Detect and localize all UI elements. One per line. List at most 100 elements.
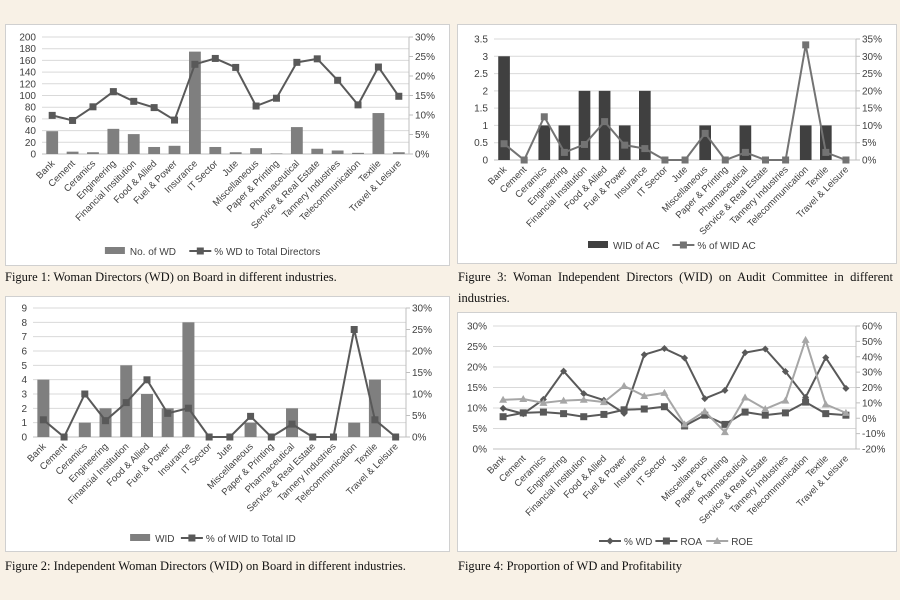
data-point [232,63,240,71]
data-point [761,405,770,413]
data-point [601,118,609,126]
y-right-tick-label: -20% [862,445,885,456]
data-point [293,58,301,66]
data-point [69,116,77,124]
bar [820,125,832,160]
data-point [48,111,56,119]
bar [372,113,385,154]
y-left-tick-label: 2.5 [474,69,488,80]
legend-swatch [588,241,608,248]
data-point [39,416,47,424]
data-point [661,156,669,164]
y-left-tick-label: 2 [21,404,27,415]
fig3-svg: 00.511.522.533.50%5%10%15%20%25%30%35%Ba… [474,35,882,253]
y-left-tick-label: 100 [19,91,36,102]
data-point [130,97,138,105]
data-point [184,404,192,412]
legend-marker [606,537,614,545]
legend-marker [679,241,687,249]
data-point [60,433,68,441]
legend-label: % WD to Total Directors [214,247,320,258]
bar [578,90,591,160]
figure-1-caption: Figure 1: Woman Directors (WD) on Board … [5,270,337,284]
bar [189,51,201,154]
data-point [89,103,97,111]
bar [270,153,283,154]
y-left-tick-label: 2 [482,86,488,97]
data-point [539,398,548,406]
legend-label: % of WID AC [697,241,755,252]
y-right-tick-label: 5% [862,138,877,149]
data-point [109,88,117,96]
y-right-tick-label: 5% [412,411,427,422]
y-left-tick-label: 10% [467,404,487,415]
y-left-tick-label: 0.5 [474,138,488,149]
data-point [272,94,280,102]
y-right-tick-label: 20% [415,72,435,83]
y-left-tick-label: 6 [21,347,27,358]
data-point [247,412,255,420]
data-point [267,433,275,441]
data-point [681,156,689,164]
y-right-tick-label: 15% [415,91,435,102]
data-point [640,391,649,399]
y-right-tick-label: 20% [412,347,432,358]
data-point [621,141,629,149]
data-point [660,388,669,396]
fig4-svg: 0% 5% 10% 15% 20% 25% 30% -20% -10% 0% 10% 20% 30% 40… [467,322,885,549]
data-point [371,416,379,424]
bar [140,394,153,437]
y-left-tick-label: 7 [21,332,27,343]
data-point [720,428,729,436]
bar [538,125,551,160]
data-point [801,335,810,343]
data-point [741,408,749,416]
data-point [762,156,769,164]
bar [598,90,611,160]
y-left-tick-label: 3 [21,390,27,401]
data-point [171,116,179,124]
data-point [205,433,213,441]
data-point [620,406,628,414]
data-point [520,156,528,164]
y-left-tick-label: 15% [467,383,487,394]
y-left-tick-label: 0% [473,445,488,456]
data-point [392,433,400,441]
series-no-of-wd [46,51,405,154]
bar [244,422,257,437]
data-point [560,367,568,375]
legend-label: % WD [624,537,652,548]
data-point [842,384,850,392]
data-point [519,395,528,403]
y-left-tick-label: 80 [25,103,37,114]
y-right-tick-label: 10% [412,390,432,401]
data-point [640,405,648,413]
data-point [309,433,317,441]
legend-marker [196,247,204,255]
data-point [620,381,629,389]
y-left-tick-label: 0 [21,433,27,444]
figure-2-chart: 0 1 2 3 4 5 6 7 8 9 0% 5% 10% 15% 20% 25% 30% Bank Cement C… [5,296,450,552]
series--of-wid-ac [500,41,850,164]
data-point [842,156,850,164]
series-line [42,329,397,439]
legend-marker [188,534,196,542]
data-point [499,413,507,421]
data-point [500,140,508,148]
y-right-tick-label: 0% [415,150,430,161]
y-right-tick-label: 0% [862,414,877,425]
series-roe [499,335,850,436]
data-point [721,420,729,428]
data-point [329,433,337,441]
bar [699,125,711,160]
data-point [781,409,789,417]
bar [290,127,303,154]
figure-2-caption: Figure 2: Independent Woman Directors (W… [5,559,406,573]
data-point [252,102,260,110]
bar [127,134,140,154]
data-point [143,376,151,384]
data-point [761,411,769,419]
figure-1-chart: 0 20 40 60 80 100 120 140 160 180 200 0% 5% 10% 15% 20%… [5,24,450,266]
legend-label: ROA [680,537,702,548]
data-point [822,354,830,362]
